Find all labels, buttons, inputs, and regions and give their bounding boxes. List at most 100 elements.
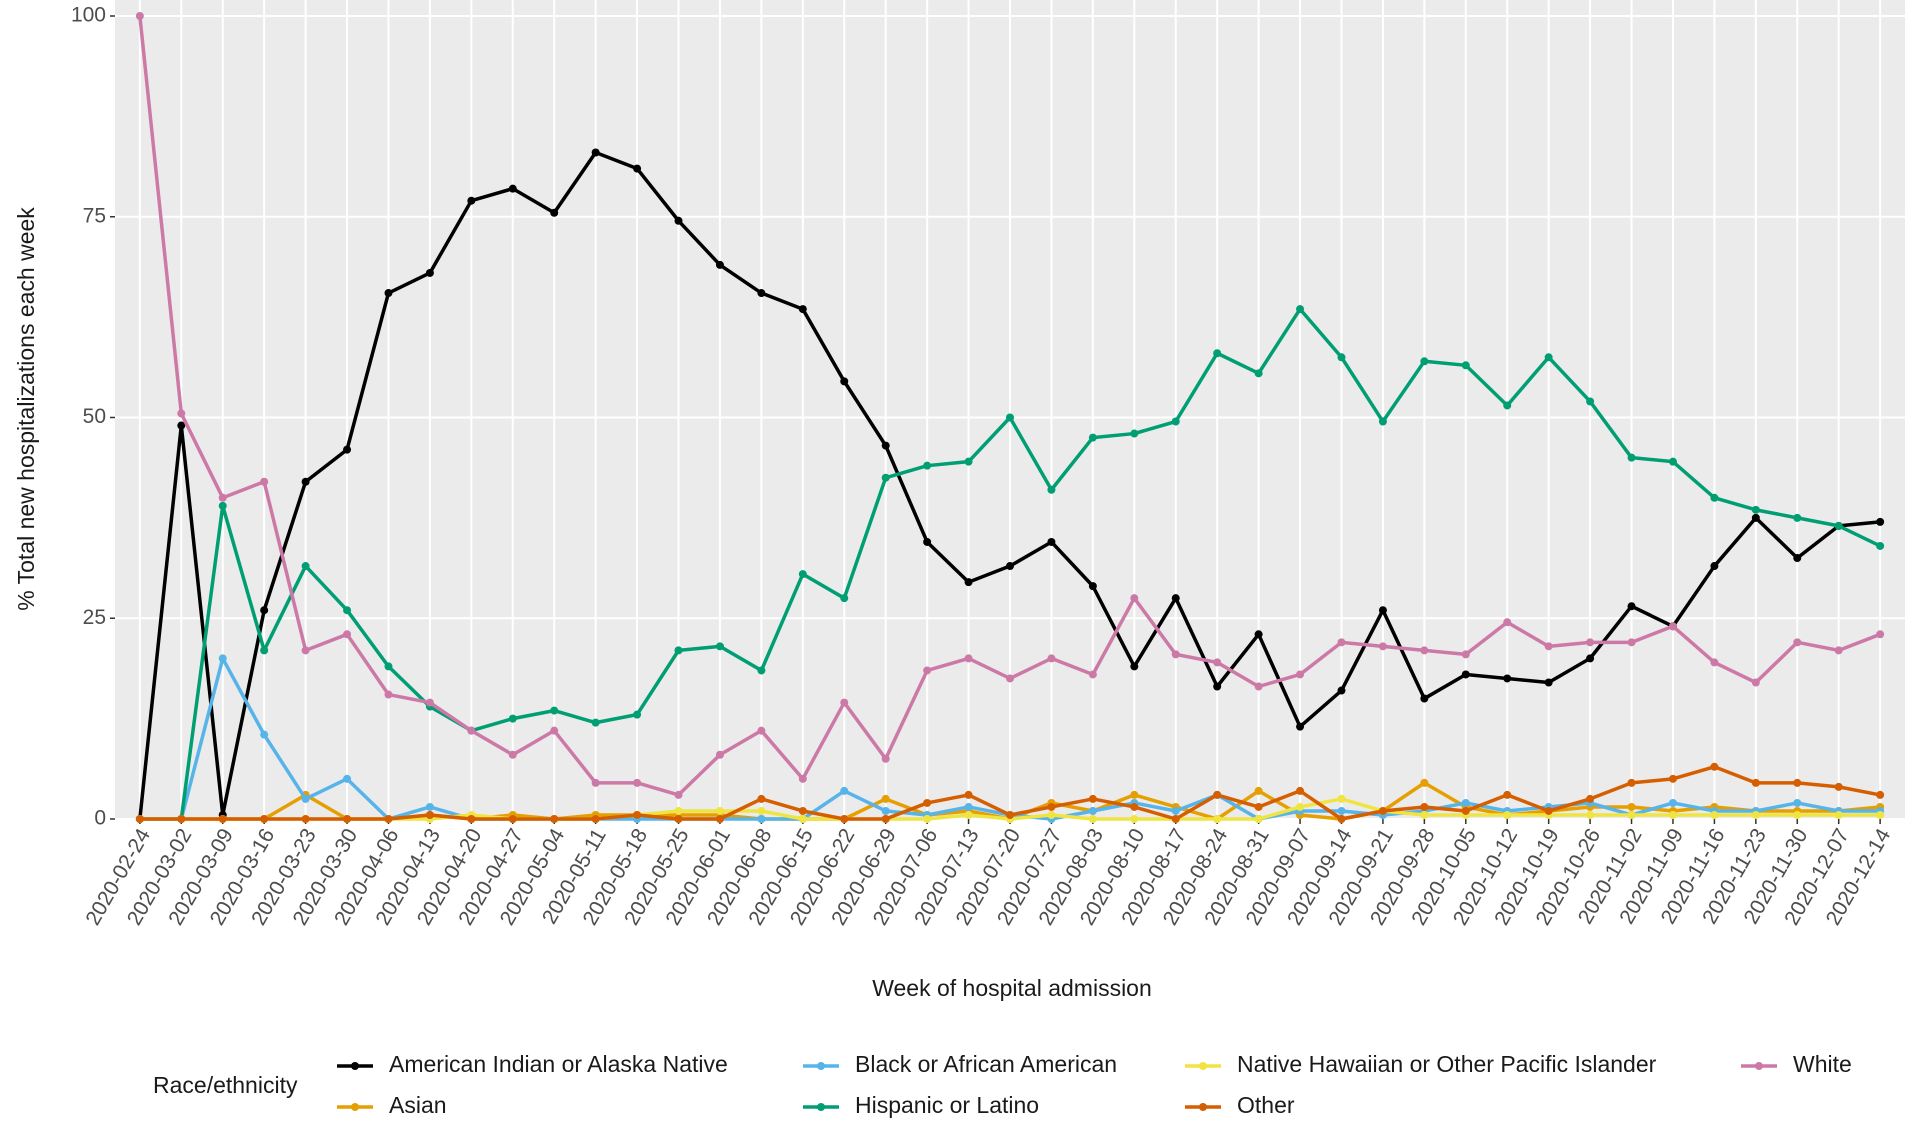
data-point bbox=[1793, 778, 1802, 787]
data-point bbox=[1088, 582, 1097, 591]
data-point bbox=[881, 815, 890, 823]
data-point bbox=[1710, 810, 1719, 819]
data-point bbox=[425, 802, 434, 811]
legend: American Indian or Alaska Native Asian Bla… bbox=[337, 1051, 1852, 1118]
legend-label: Hispanic or Latino bbox=[855, 1092, 1039, 1118]
data-point bbox=[1047, 654, 1056, 663]
data-point bbox=[1668, 810, 1677, 819]
data-point bbox=[343, 445, 352, 454]
legend-title: Race/ethnicity bbox=[153, 1072, 298, 1098]
data-point bbox=[1337, 686, 1346, 695]
data-point bbox=[633, 778, 642, 787]
data-point bbox=[633, 710, 642, 719]
data-point bbox=[1171, 594, 1180, 603]
data-point bbox=[1627, 778, 1636, 787]
data-point bbox=[1751, 678, 1760, 687]
data-point bbox=[467, 726, 476, 735]
data-point bbox=[467, 815, 476, 823]
data-point bbox=[757, 806, 766, 815]
data-point bbox=[1337, 794, 1346, 803]
data-point bbox=[301, 562, 310, 571]
data-point bbox=[135, 12, 144, 20]
data-point bbox=[1503, 401, 1512, 410]
data-point bbox=[881, 806, 890, 815]
data-point bbox=[964, 802, 973, 811]
data-point bbox=[1337, 353, 1346, 362]
data-point bbox=[964, 654, 973, 663]
data-point bbox=[1586, 810, 1595, 819]
data-point bbox=[1586, 654, 1595, 663]
data-point bbox=[881, 441, 890, 450]
data-point bbox=[1337, 806, 1346, 815]
data-point bbox=[923, 798, 932, 807]
legend-label: Native Hawaiian or Other Pacific Islande… bbox=[1237, 1051, 1657, 1077]
data-point bbox=[1088, 794, 1097, 803]
y-tick-label: 25 bbox=[83, 606, 106, 629]
data-point bbox=[301, 646, 310, 655]
data-point bbox=[1420, 802, 1429, 811]
data-point bbox=[1627, 602, 1636, 611]
data-point bbox=[1006, 562, 1014, 571]
data-point bbox=[674, 790, 683, 799]
data-point bbox=[1213, 815, 1222, 823]
data-point bbox=[260, 815, 269, 823]
data-point bbox=[550, 726, 559, 735]
data-point bbox=[715, 750, 724, 759]
legend-key-point bbox=[817, 1103, 825, 1111]
data-point bbox=[1710, 562, 1719, 571]
data-point bbox=[1378, 806, 1387, 815]
data-point bbox=[964, 578, 973, 587]
legend-label: White bbox=[1793, 1051, 1852, 1077]
data-point bbox=[840, 377, 849, 386]
data-point bbox=[1420, 810, 1429, 819]
data-point bbox=[218, 493, 227, 502]
data-point bbox=[1834, 646, 1843, 655]
data-point bbox=[798, 806, 807, 815]
data-point bbox=[384, 662, 393, 671]
data-point bbox=[1337, 815, 1346, 823]
data-point bbox=[1544, 806, 1553, 815]
data-point bbox=[1130, 429, 1139, 438]
data-point bbox=[1254, 786, 1263, 795]
data-point bbox=[1876, 630, 1885, 639]
data-point bbox=[1627, 810, 1636, 819]
data-point bbox=[881, 473, 890, 482]
legend-key-point bbox=[351, 1103, 359, 1111]
data-point bbox=[633, 164, 642, 173]
data-point bbox=[1834, 782, 1843, 791]
data-point bbox=[1420, 357, 1429, 366]
data-point bbox=[757, 289, 766, 298]
data-point bbox=[260, 477, 269, 486]
data-point bbox=[1006, 674, 1014, 683]
data-point bbox=[881, 794, 890, 803]
data-point bbox=[1544, 678, 1553, 687]
data-point bbox=[177, 815, 186, 823]
data-point bbox=[1751, 513, 1760, 522]
data-point bbox=[715, 815, 724, 823]
y-tick-label: 0 bbox=[94, 807, 106, 830]
data-point bbox=[1254, 802, 1263, 811]
legend-label: Other bbox=[1237, 1092, 1295, 1118]
data-point bbox=[1254, 630, 1263, 639]
data-point bbox=[260, 646, 269, 655]
data-point bbox=[757, 815, 766, 823]
data-point bbox=[798, 815, 807, 823]
data-point bbox=[633, 810, 642, 819]
legend-key-point bbox=[817, 1062, 825, 1070]
data-point bbox=[1627, 638, 1636, 647]
data-point bbox=[260, 730, 269, 739]
data-point bbox=[343, 774, 352, 783]
data-point bbox=[1006, 810, 1014, 819]
data-point bbox=[881, 754, 890, 763]
data-point bbox=[1171, 806, 1180, 815]
data-point bbox=[798, 774, 807, 783]
data-point bbox=[1668, 622, 1677, 631]
data-point bbox=[923, 815, 932, 823]
data-point bbox=[923, 666, 932, 675]
data-point bbox=[757, 726, 766, 735]
data-point bbox=[260, 606, 269, 615]
data-point bbox=[1503, 618, 1512, 627]
data-point bbox=[1503, 674, 1512, 683]
data-point bbox=[757, 794, 766, 803]
data-point bbox=[1461, 670, 1470, 679]
